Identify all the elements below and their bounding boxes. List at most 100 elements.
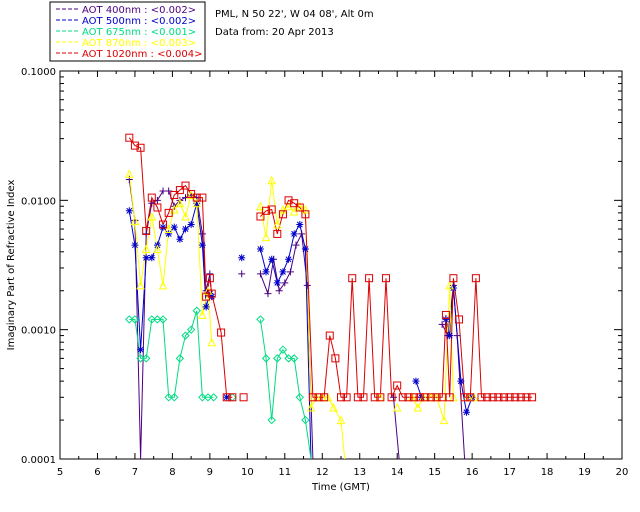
data-point <box>148 254 156 262</box>
data-point <box>466 393 475 402</box>
data-point <box>228 393 237 402</box>
data-point <box>289 354 299 363</box>
data-point <box>267 205 276 214</box>
data-point <box>449 284 457 292</box>
data-point <box>275 287 283 295</box>
series-line <box>128 137 233 398</box>
data-point <box>301 245 309 253</box>
data-point <box>365 274 374 283</box>
data-point <box>389 393 397 401</box>
x-tick-label: 5 <box>57 467 63 478</box>
x-tick-label: 7 <box>132 467 138 478</box>
y-tick-label: 0.1000 <box>21 67 56 78</box>
data-point <box>136 143 145 152</box>
data-point <box>153 244 162 254</box>
data-point <box>325 331 334 340</box>
data-point <box>130 216 140 226</box>
data-point <box>286 268 294 276</box>
data-point <box>153 203 162 212</box>
data-point <box>421 393 430 402</box>
series-line <box>259 180 346 459</box>
data-point <box>290 199 299 208</box>
data-point <box>170 190 179 199</box>
x-tick-label: 17 <box>503 467 516 478</box>
series-line <box>259 232 314 459</box>
x-axis-label: Time (GMT) <box>311 482 370 493</box>
data-point <box>181 331 190 340</box>
data-point <box>298 230 306 238</box>
y-axis-label: Imaginary Part of Refractive Index <box>6 180 17 351</box>
data-point <box>511 393 520 402</box>
data-point <box>439 415 449 425</box>
x-tick-label: 12 <box>316 467 329 478</box>
data-point <box>471 274 480 283</box>
x-tick-label: 9 <box>207 467 213 478</box>
data-point <box>158 280 168 290</box>
data-point <box>483 393 492 402</box>
series-line <box>128 173 213 343</box>
site-info: PML, N 50 22', W 04 08', Alt 0m <box>215 9 374 20</box>
data-point <box>175 186 184 195</box>
data-point <box>460 393 469 402</box>
data-point <box>337 393 345 402</box>
data-point <box>267 175 276 185</box>
data-point <box>331 354 340 363</box>
data-point <box>153 315 162 324</box>
data-point <box>187 221 195 229</box>
data-point <box>272 219 282 229</box>
data-point <box>147 315 157 324</box>
data-point <box>238 254 246 262</box>
data-point <box>142 230 150 238</box>
data-point <box>262 206 271 215</box>
data-point <box>186 325 196 334</box>
data-point <box>516 393 525 402</box>
data-point <box>303 281 311 289</box>
data-point <box>285 255 293 263</box>
data-point <box>522 393 531 402</box>
data-point <box>336 415 346 425</box>
data-point <box>278 345 288 354</box>
data-point <box>301 210 310 219</box>
x-tick-label: 6 <box>94 467 100 478</box>
data-point <box>268 255 276 263</box>
data-point <box>193 199 201 207</box>
data-point <box>284 196 293 205</box>
axes: 5 6 7 8 9 10 11 12 13 14 15 16 17 18 19 20 0.0001 0.0010 0… <box>21 67 628 478</box>
data-point <box>256 270 264 278</box>
data-point <box>279 268 287 276</box>
date-info: Data from: 20 Apr 2013 <box>215 27 334 38</box>
x-tick-label: 11 <box>278 467 291 478</box>
data-point <box>308 393 317 402</box>
data-point <box>387 393 396 402</box>
x-tick-label: 14 <box>391 467 404 478</box>
data-point <box>192 306 201 315</box>
x-tick-label: 18 <box>541 467 554 478</box>
data-point <box>488 393 497 402</box>
data-point <box>170 223 178 231</box>
data-point <box>209 393 218 402</box>
data-point <box>207 289 216 298</box>
legend-label: AOT 1020nm : <0.004> <box>82 49 202 60</box>
data-point <box>320 393 329 402</box>
data-point <box>342 393 351 402</box>
data-point <box>142 254 150 262</box>
data-point <box>239 393 248 402</box>
data-point <box>147 193 156 202</box>
data-point <box>192 193 201 202</box>
data-point <box>449 274 458 283</box>
data-point <box>446 332 454 340</box>
data-point <box>410 393 419 402</box>
data-point <box>256 201 265 211</box>
y-tick-label: 0.0001 <box>21 455 56 466</box>
data-point <box>205 274 214 283</box>
series-line <box>415 380 423 398</box>
data-point <box>159 223 167 231</box>
data-point <box>404 393 413 402</box>
data-point <box>413 402 423 412</box>
data-point <box>141 244 151 254</box>
data-point <box>261 232 271 242</box>
data-point <box>198 310 207 319</box>
data-point <box>281 279 289 287</box>
series-markers <box>125 133 537 425</box>
data-point <box>284 354 293 363</box>
